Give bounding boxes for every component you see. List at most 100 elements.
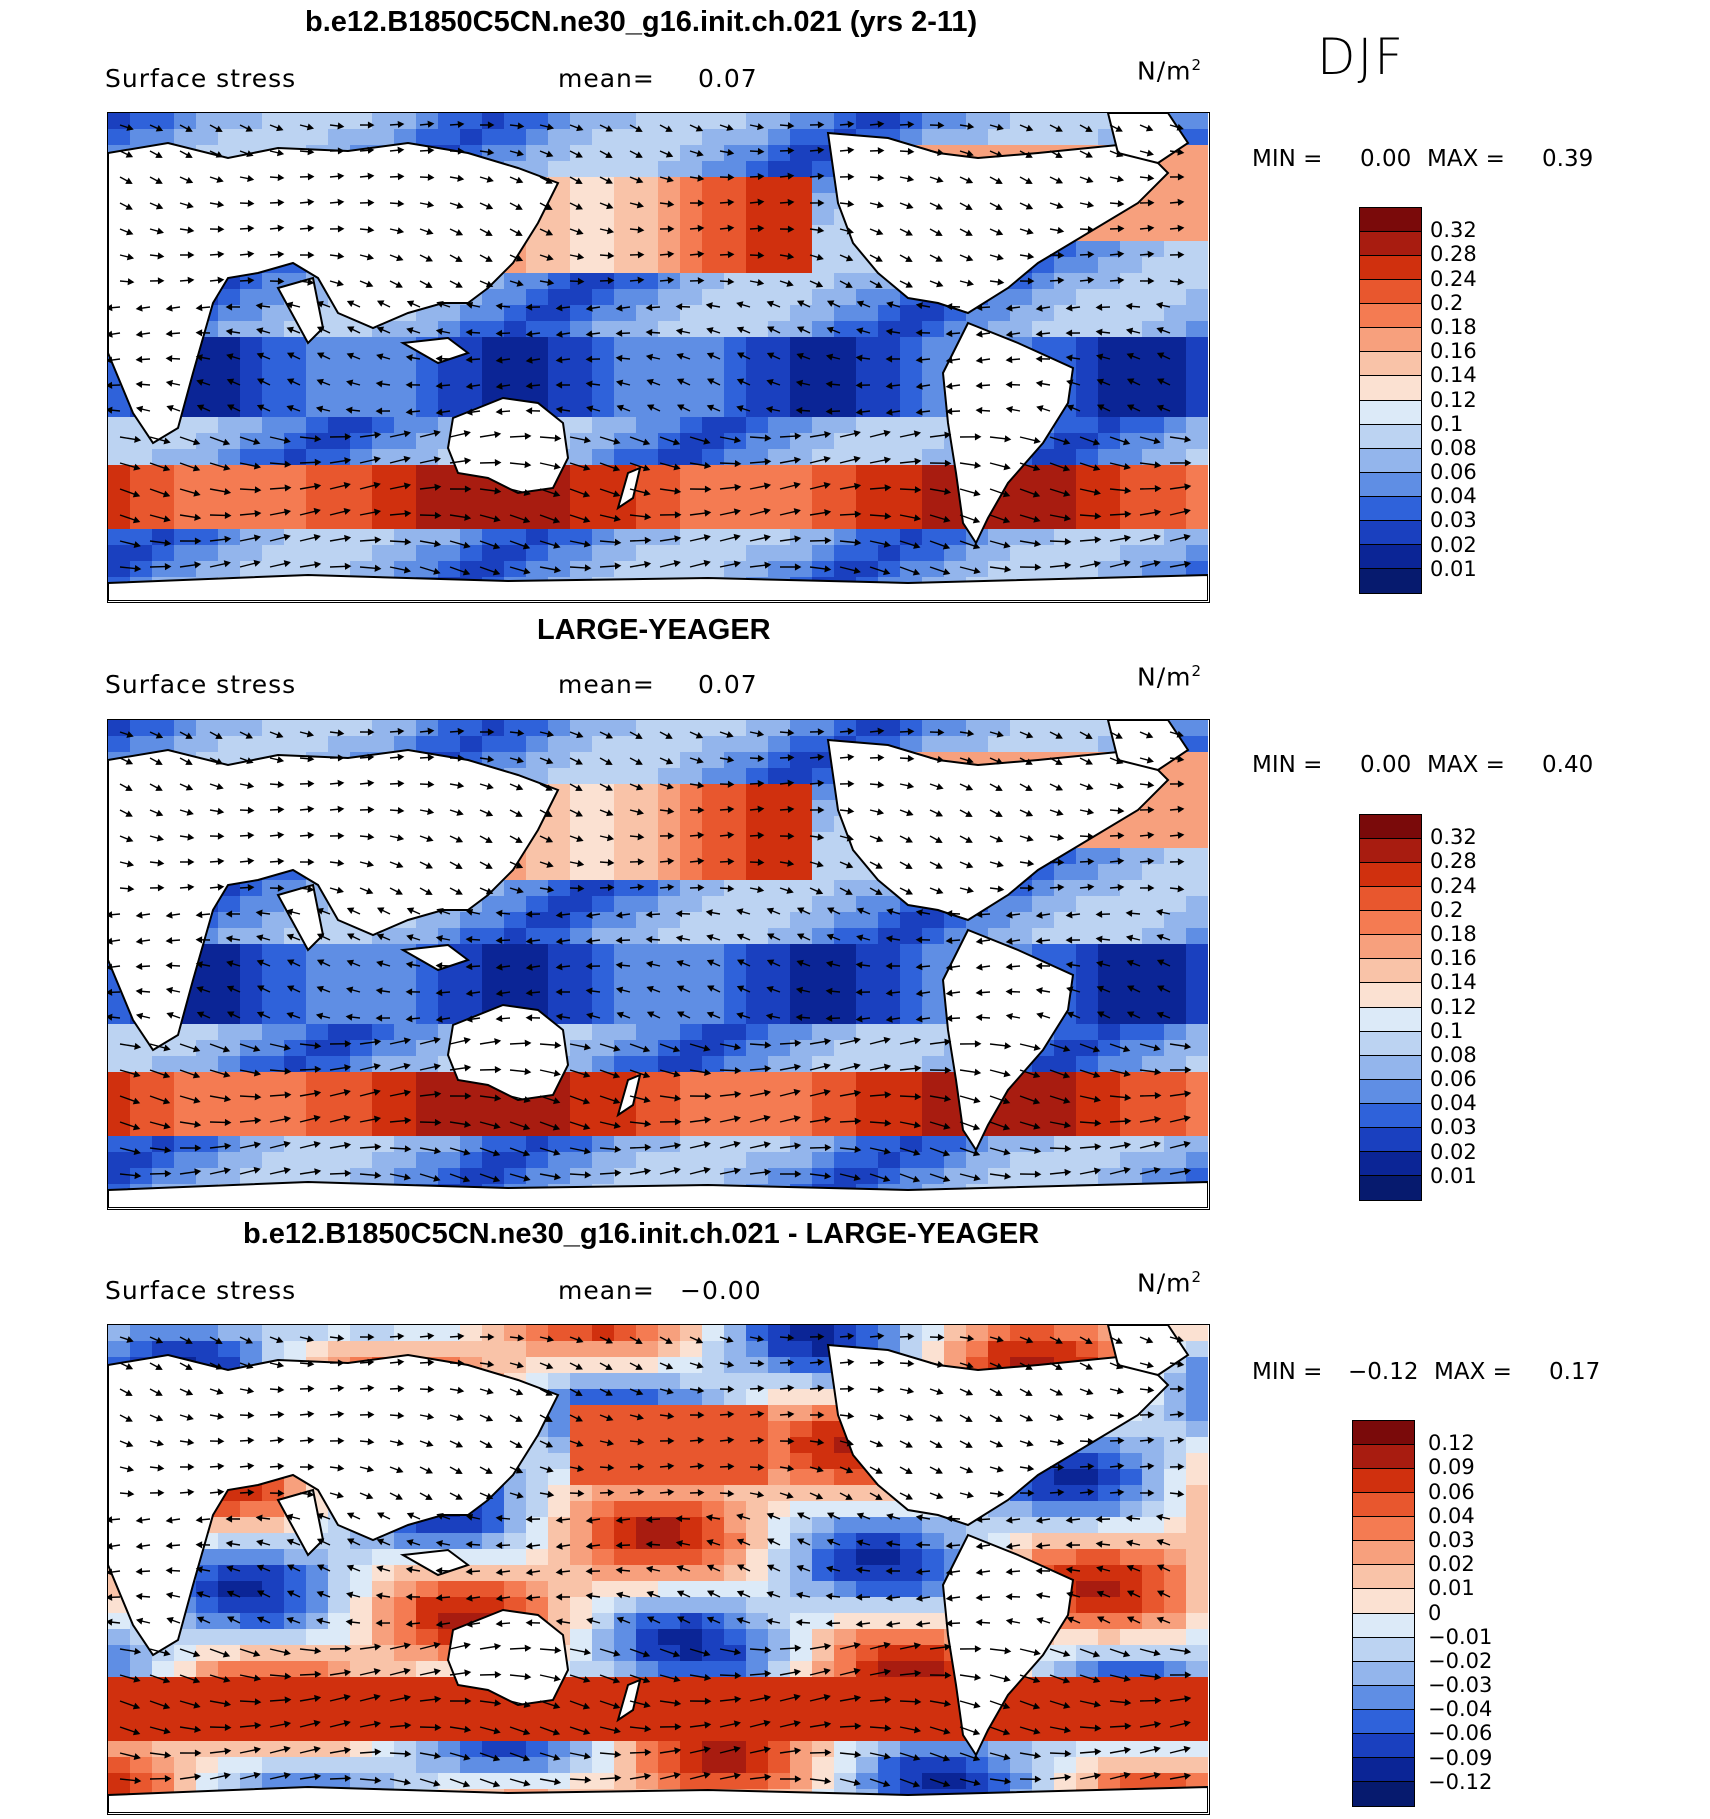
panel-3-colorbar [1352,1420,1415,1807]
colorbar-tick-label: 0.2 [1430,897,1464,922]
colorbar-tick-label: 0.01 [1430,556,1477,581]
colorbar-tick-label: 0.08 [1430,1042,1477,1067]
colorbar-tick-label: 0.02 [1430,1139,1477,1164]
colorbar-swatch [1360,520,1421,545]
colorbar-swatch [1353,1685,1414,1710]
colorbar-tick-label: 0.02 [1430,532,1477,557]
colorbar-tick-label: 0.28 [1430,849,1477,874]
colorbar-swatch [1360,1007,1421,1032]
panel-3-min-label: MIN = [1252,1359,1323,1385]
panel-3-title: b.e12.B1850C5CN.ne30_g16.init.ch.021 - L… [243,1218,1040,1250]
colorbar-swatch [1360,328,1421,353]
panel-1-variable: Surface stress [105,64,297,93]
colorbar-swatch [1353,1469,1414,1494]
colorbar-swatch [1353,1613,1414,1638]
colorbar-swatch [1360,863,1421,888]
colorbar-swatch [1353,1421,1414,1446]
colorbar-swatch [1353,1517,1414,1542]
colorbar-swatch [1360,1079,1421,1104]
colorbar-tick-label: 0.06 [1430,1067,1477,1092]
colorbar-tick-label: 0.1 [1430,1018,1464,1043]
panel-3-colorbar-ticks: 0.12 0.09 0.06 0.04 0.03 0.02 0.01 0 −0.01 −0.02−… [1428,1420,1518,1807]
colorbar-tick-label: 0.32 [1430,825,1477,850]
colorbar-tick-label: 0.08 [1430,435,1477,460]
panel-1-min-value: 0.00 [1360,146,1412,172]
panel-3-map [107,1324,1210,1815]
colorbar-swatch [1353,1541,1414,1566]
colorbar-swatch [1360,935,1421,960]
colorbar-swatch [1360,280,1421,305]
panel-1-mean-label: mean= [558,64,655,93]
panel-1-minmax: MIN = 0.00 MAX = 0.39 [1252,146,1612,176]
panel-2-map [107,719,1210,1210]
panel-3-variable: Surface stress [105,1276,297,1305]
colorbar-swatch [1360,448,1421,473]
colorbar-tick-label: −0.02 [1428,1648,1493,1673]
colorbar-tick-label: −0.01 [1428,1624,1493,1649]
panel-3-max-label: MAX = [1434,1359,1512,1385]
colorbar-tick-label: 0.04 [1428,1503,1475,1528]
colorbar-swatch [1360,887,1421,912]
stress-vectors [108,1332,1192,1788]
colorbar-tick-label: 0.32 [1430,218,1477,243]
panel-3-units: N/m2 [1137,1268,1203,1298]
panel-2-mean-value: 0.07 [698,670,758,699]
stress-vectors [108,727,1192,1183]
colorbar-swatch [1360,472,1421,497]
colorbar-swatch [1360,1103,1421,1128]
colorbar-swatch [1353,1733,1414,1758]
colorbar-tick-label: 0.03 [1430,1115,1477,1140]
colorbar-tick-label: 0.04 [1430,484,1477,509]
stress-vectors [108,120,1192,576]
colorbar-tick-label: 0.02 [1428,1552,1475,1577]
colorbar-swatch [1360,376,1421,401]
colorbar-tick-label: 0.16 [1430,946,1477,971]
colorbar-tick-label: 0 [1428,1600,1442,1625]
colorbar-tick-label: 0.03 [1428,1527,1475,1552]
colorbar-swatch [1360,1031,1421,1056]
colorbar-swatch [1360,232,1421,257]
panel-3-minmax: MIN = −0.12 MAX = 0.17 [1252,1359,1622,1389]
colorbar-tick-label: 0.28 [1430,242,1477,267]
colorbar-tick-label: 0.12 [1428,1431,1475,1456]
colorbar-swatch [1360,1055,1421,1080]
panel-2-colorbar [1359,814,1422,1201]
colorbar-tick-label: 0.06 [1430,460,1477,485]
panel-1-colorbar [1359,207,1422,594]
colorbar-tick-label: 0.12 [1430,387,1477,412]
colorbar-tick-label: 0.14 [1430,970,1477,995]
colorbar-swatch [1353,1637,1414,1662]
colorbar-swatch [1360,911,1421,936]
colorbar-swatch [1353,1565,1414,1590]
colorbar-swatch [1360,256,1421,281]
colorbar-tick-label: −0.12 [1428,1769,1493,1794]
colorbar-tick-label: 0.12 [1430,994,1477,1019]
colorbar-tick-label: −0.06 [1428,1721,1493,1746]
colorbar-swatch [1360,544,1421,569]
colorbar-tick-label: −0.04 [1428,1697,1493,1722]
colorbar-swatch [1353,1781,1414,1806]
colorbar-swatch [1360,400,1421,425]
colorbar-swatch [1360,959,1421,984]
colorbar-swatch [1360,1151,1421,1176]
panel-1-max-value: 0.39 [1542,146,1594,172]
colorbar-tick-label: 0.01 [1428,1576,1475,1601]
colorbar-tick-label: 0.18 [1430,921,1477,946]
panel-2-min-value: 0.00 [1360,752,1412,778]
panel-3-mean-label: mean= [558,1276,655,1305]
colorbar-swatch [1353,1445,1414,1470]
panel-2-variable: Surface stress [105,670,297,699]
colorbar-swatch [1353,1757,1414,1782]
colorbar-tick-label: 0.1 [1430,411,1464,436]
colorbar-tick-label: −0.03 [1428,1673,1493,1698]
panel-3-min-value: −0.12 [1348,1359,1419,1385]
panel-2-mean-label: mean= [558,670,655,699]
panel-2-minmax: MIN = 0.00 MAX = 0.40 [1252,752,1612,782]
colorbar-swatch [1360,496,1421,521]
colorbar-swatch [1353,1661,1414,1686]
colorbar-swatch [1353,1709,1414,1734]
colorbar-tick-label: 0.18 [1430,314,1477,339]
panel-3-mean-value: −0.00 [680,1276,762,1305]
panel-2-max-label: MAX = [1427,752,1505,778]
colorbar-tick-label: 0.04 [1430,1091,1477,1116]
